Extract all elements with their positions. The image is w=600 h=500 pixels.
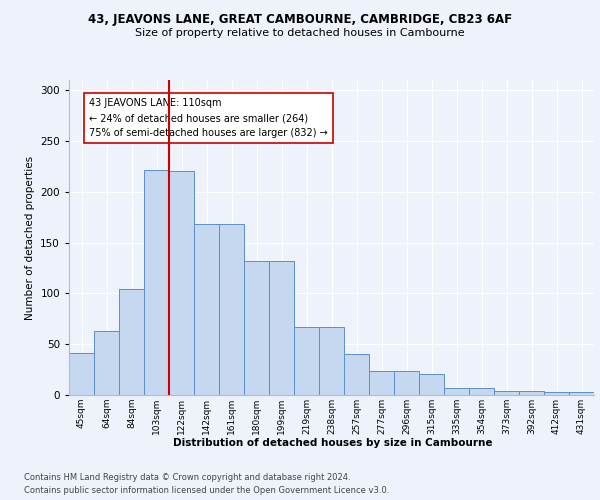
Bar [169, 172, 194, 395]
Bar [319, 327, 344, 395]
Text: Contains HM Land Registry data © Crown copyright and database right 2024.: Contains HM Land Registry data © Crown c… [24, 472, 350, 482]
Bar [344, 354, 369, 395]
Bar [394, 370, 419, 395]
Bar [444, 388, 469, 395]
Bar [494, 391, 519, 395]
Bar [519, 391, 544, 395]
Y-axis label: Number of detached properties: Number of detached properties [25, 156, 35, 320]
Bar [219, 224, 244, 395]
Bar [294, 327, 319, 395]
Bar [544, 392, 569, 395]
Text: Distribution of detached houses by size in Cambourne: Distribution of detached houses by size … [173, 438, 493, 448]
Bar [144, 170, 169, 395]
Bar [94, 331, 119, 395]
Text: Size of property relative to detached houses in Cambourne: Size of property relative to detached ho… [135, 28, 465, 38]
Bar [244, 261, 269, 395]
Bar [119, 290, 144, 395]
Text: 43 JEAVONS LANE: 110sqm
← 24% of detached houses are smaller (264)
75% of semi-d: 43 JEAVONS LANE: 110sqm ← 24% of detache… [89, 98, 328, 138]
Bar [269, 261, 294, 395]
Text: 43, JEAVONS LANE, GREAT CAMBOURNE, CAMBRIDGE, CB23 6AF: 43, JEAVONS LANE, GREAT CAMBOURNE, CAMBR… [88, 12, 512, 26]
Bar [569, 392, 594, 395]
Bar [419, 374, 444, 395]
Bar [194, 224, 219, 395]
Bar [69, 354, 94, 395]
Bar [469, 388, 494, 395]
Bar [369, 370, 394, 395]
Text: Contains public sector information licensed under the Open Government Licence v3: Contains public sector information licen… [24, 486, 389, 495]
